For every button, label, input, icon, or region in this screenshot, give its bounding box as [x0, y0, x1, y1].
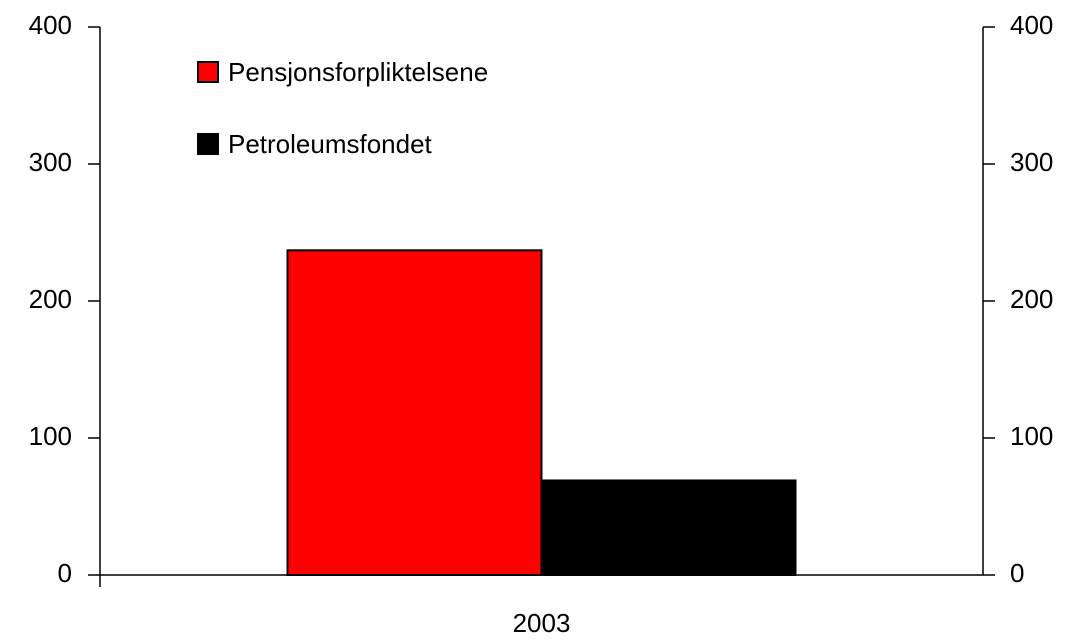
y2-tick-label: 100	[1010, 421, 1053, 451]
legend-swatch	[197, 61, 219, 83]
y2-tick-label: 400	[1010, 10, 1053, 40]
legend-label: Petroleumsfondet	[228, 129, 433, 159]
legend-swatch	[197, 133, 219, 155]
x-tick-label: 2003	[513, 608, 571, 638]
y2-tick-label: 200	[1010, 284, 1053, 314]
legend-label: Pensjonsforpliktelsene	[228, 57, 488, 87]
y-tick-label: 400	[29, 10, 72, 40]
bar	[286, 249, 543, 576]
y-tick-label: 100	[29, 421, 72, 451]
y-tick-label: 200	[29, 284, 72, 314]
bar	[540, 479, 797, 576]
y2-tick-label: 0	[1010, 558, 1024, 588]
y-tick-label: 300	[29, 147, 72, 177]
y2-tick-label: 300	[1010, 147, 1053, 177]
y-tick-label: 0	[58, 558, 72, 588]
